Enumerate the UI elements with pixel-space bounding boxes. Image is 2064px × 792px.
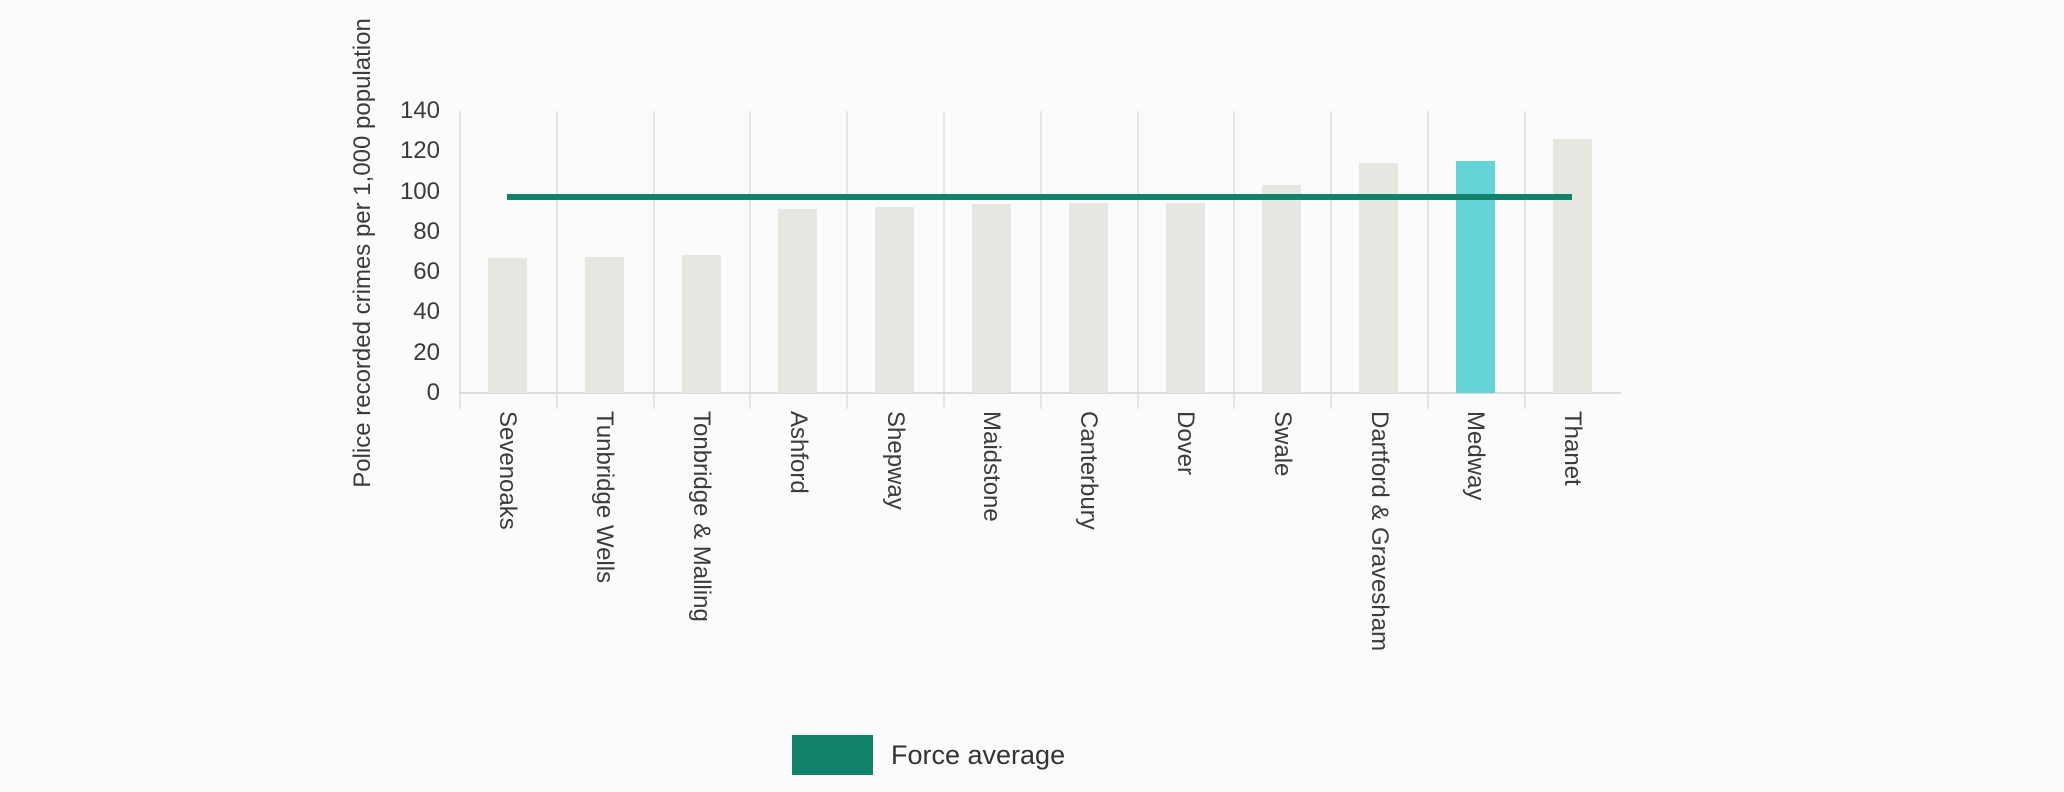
x-label-tunbridge-wells: Tunbridge Wells: [591, 411, 619, 584]
gridline-2: [652, 111, 655, 409]
bar-sevenoaks[interactable]: [487, 258, 527, 393]
x-label-shepway: Shepway: [881, 411, 909, 510]
bar-dover[interactable]: [1165, 202, 1205, 393]
gridline-6: [1039, 111, 1042, 409]
legend-swatch-force-average[interactable]: [792, 735, 873, 775]
bar-shepway[interactable]: [875, 206, 915, 393]
legend: Force average: [792, 735, 1065, 775]
bar-medway[interactable]: [1455, 161, 1495, 393]
gridline-11: [1523, 111, 1526, 409]
y-tick-label-40: 40: [413, 298, 440, 326]
bar-dartford-gravesham[interactable]: [1359, 163, 1399, 393]
x-label-ashford: Ashford: [784, 411, 812, 494]
x-label-dartford-gravesham: Dartford & Gravesham: [1365, 411, 1393, 652]
x-label-swale: Swale: [1268, 411, 1296, 477]
y-tick-label-60: 60: [413, 258, 440, 286]
gridline-9: [1330, 111, 1333, 409]
bar-maidstone[interactable]: [971, 203, 1011, 393]
gridline-10: [1427, 111, 1429, 409]
y-tick-label-100: 100: [399, 177, 440, 205]
y-tick-label-0: 0: [426, 379, 440, 406]
y-tick-label-140: 140: [399, 97, 440, 124]
x-label-canterbury: Canterbury: [1075, 411, 1103, 530]
bar-tonbridge-malling[interactable]: [681, 255, 721, 393]
x-axis-line: [459, 392, 1621, 394]
x-label-thanet: Thanet: [1559, 411, 1587, 486]
gridline-7: [1136, 111, 1139, 409]
bar-tunbridge-wells[interactable]: [584, 257, 624, 393]
bar-canterbury[interactable]: [1068, 202, 1108, 393]
gridline-0: [459, 111, 461, 409]
bar-swale[interactable]: [1262, 184, 1302, 393]
legend-label-force-average[interactable]: Force average: [891, 739, 1066, 770]
x-label-tonbridge-malling: Tonbridge & Malling: [688, 411, 715, 622]
gridline-4: [846, 111, 849, 409]
bar-ashford[interactable]: [778, 208, 818, 393]
y-tick-label-120: 120: [399, 137, 440, 165]
force-average-line: [507, 193, 1573, 200]
gridline-3: [749, 111, 752, 409]
x-label-sevenoaks: Sevenoaks: [494, 411, 522, 530]
bar-thanet[interactable]: [1552, 139, 1592, 393]
y-tick-label-20: 20: [413, 338, 440, 366]
gridline-1: [555, 111, 558, 409]
x-label-medway: Medway: [1462, 411, 1490, 501]
x-label-maidstone: Maidstone: [978, 411, 1006, 522]
x-label-dover: Dover: [1172, 411, 1199, 476]
gridline-5: [943, 111, 945, 409]
y-axis-title: Police recorded crimes per 1,000 populat…: [349, 18, 376, 488]
gridline-8: [1233, 111, 1236, 409]
y-tick-label-80: 80: [413, 217, 440, 245]
